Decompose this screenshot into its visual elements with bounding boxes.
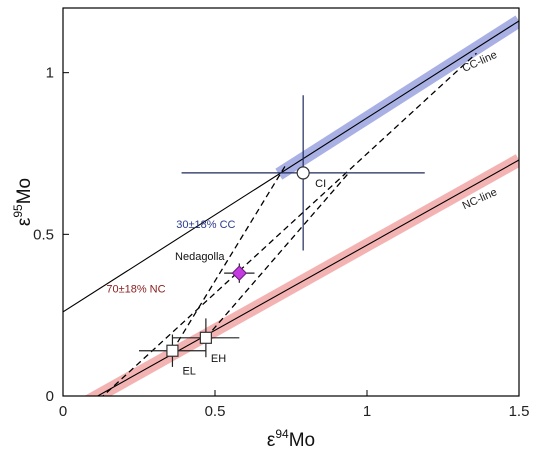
plot-frame [62, 7, 520, 397]
y-tick-label: 0.5 [33, 226, 54, 243]
nedagolla-marker [231, 265, 248, 281]
annotation-70-18-nc: 70±18% NC [106, 284, 165, 296]
annotation-30-18-cc: 30±18% CC [176, 219, 235, 231]
eh-marker [199, 331, 212, 344]
nc-line [96, 159, 519, 396]
cc-line [63, 20, 519, 313]
mixing-line-1 [171, 166, 286, 352]
mixing-line-2 [205, 172, 350, 339]
annotation-nedagolla: Nedagolla [175, 251, 225, 263]
x-tick-label: 0 [59, 403, 67, 420]
ci-label: CI [315, 178, 326, 190]
x-tick-label: 0.5 [205, 403, 226, 420]
el-label: EL [182, 366, 195, 378]
mixing-line-3 [102, 52, 477, 396]
y-tick-label: 1 [46, 65, 54, 82]
y-axis-title: ε95Mo [11, 178, 35, 226]
x-axis-title: ε94Mo [267, 427, 315, 451]
eh-label: EH [211, 353, 226, 365]
x-tick-label: 1.5 [509, 403, 530, 420]
el-marker [166, 344, 179, 357]
x-tick-label: 1 [363, 403, 371, 420]
y-tick-label: 0 [46, 388, 54, 405]
ci-marker [296, 166, 310, 180]
